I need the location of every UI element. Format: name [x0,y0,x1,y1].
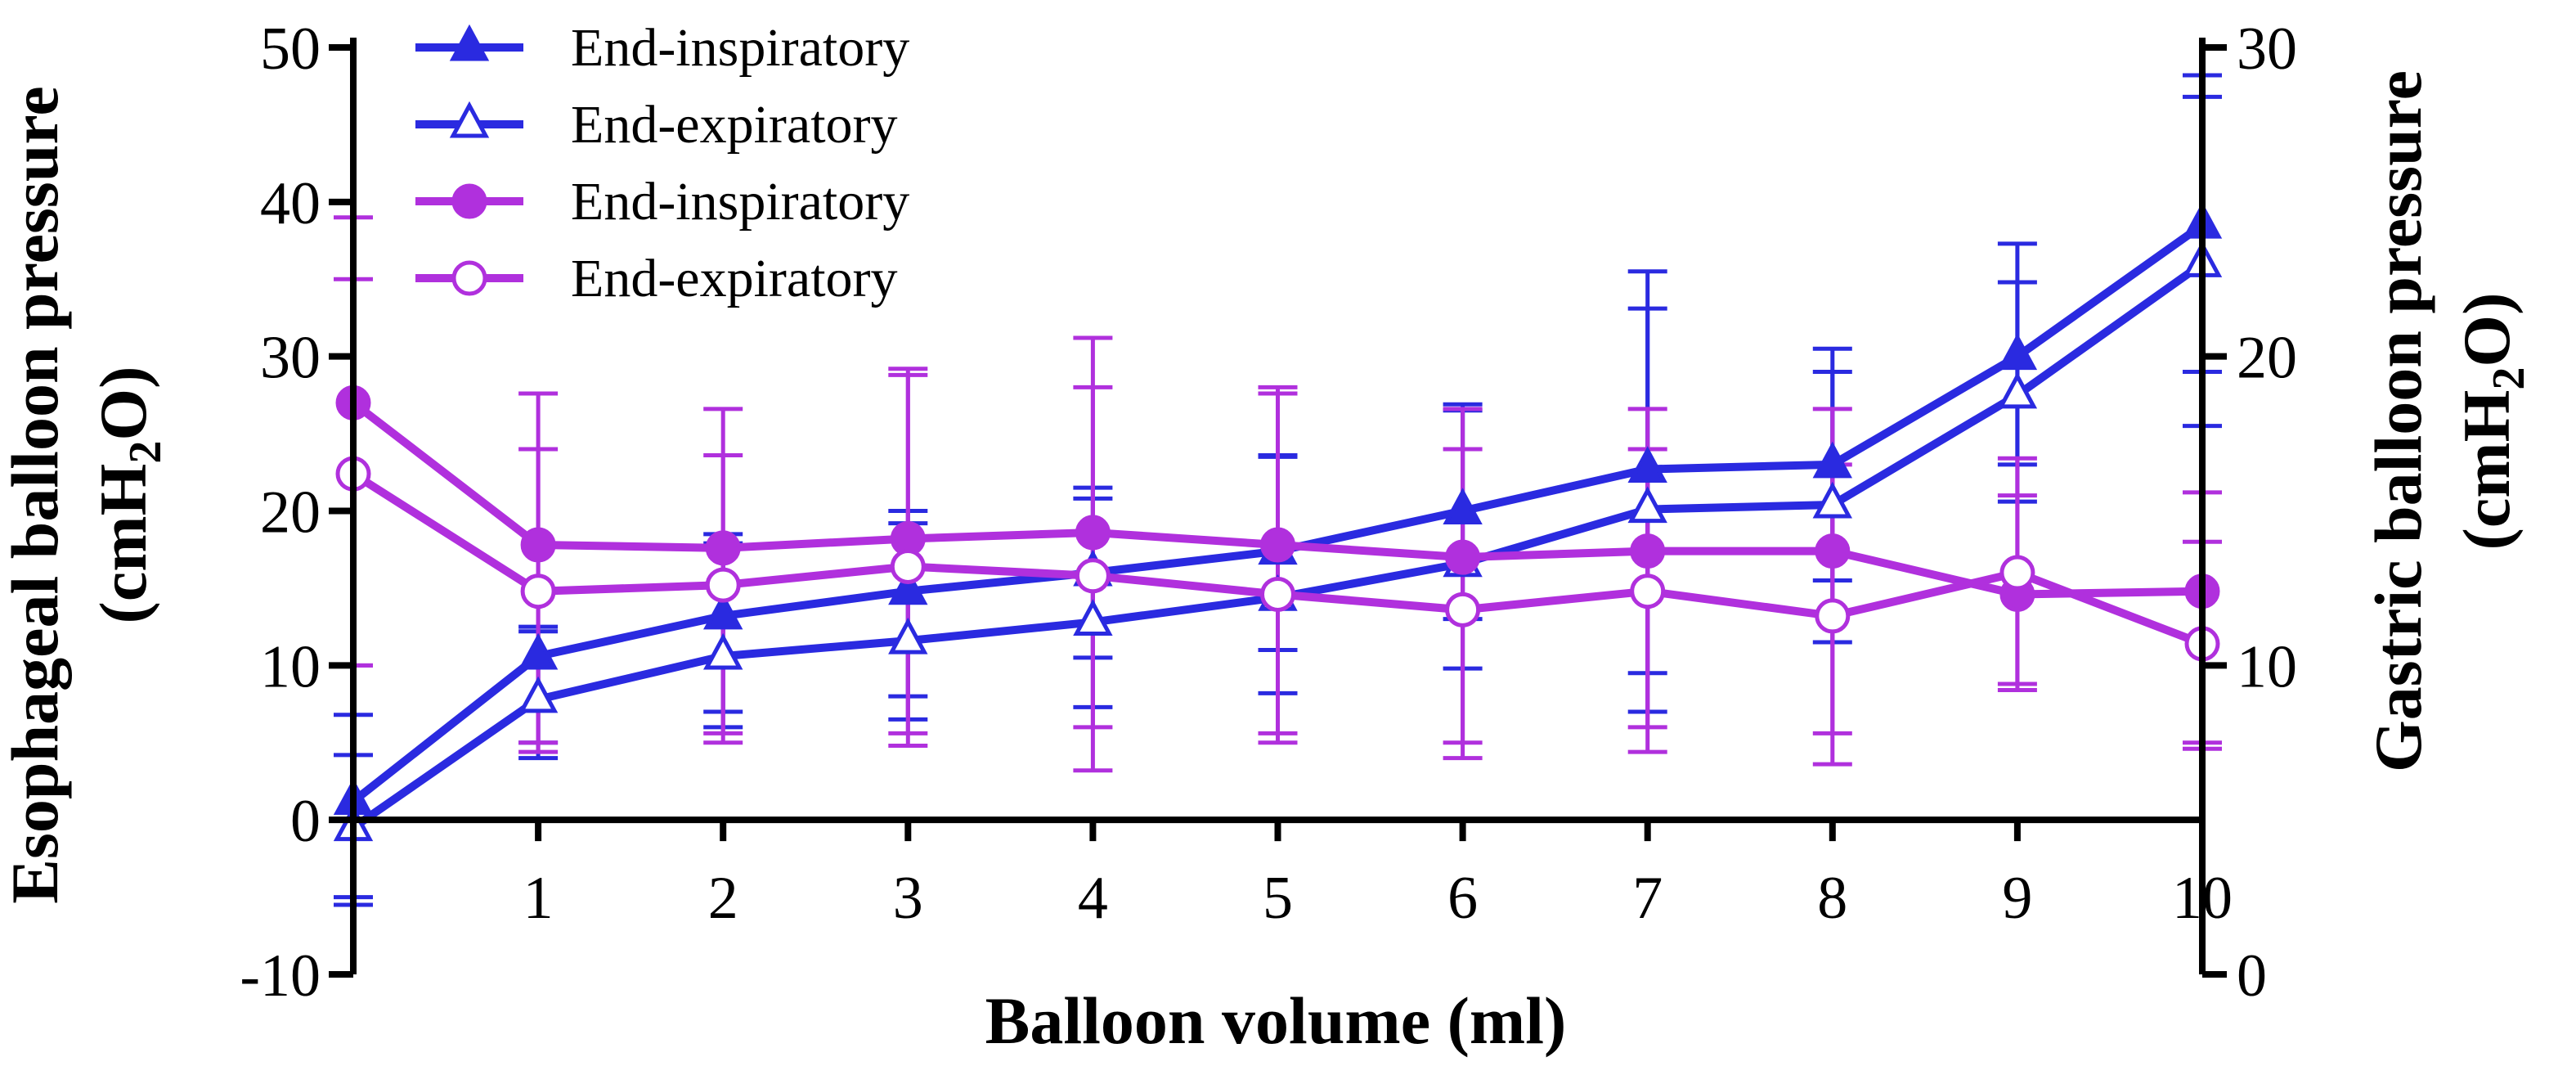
data-point-s0-p8 [1812,441,1852,479]
right-tick-label-3: 30 [2237,16,2297,83]
data-point-s3-p8 [1815,598,1851,634]
x-tick-label-9: 10 [2172,865,2233,932]
x-tick-label-1: 2 [708,865,738,932]
legend-marker-1 [449,101,490,138]
data-point-s0-p3 [888,568,928,605]
left-tick-label-0: -10 [240,942,321,1010]
x-tick-label-5: 6 [1447,865,1478,932]
data-point-s3-p6 [1445,591,1481,627]
data-point-s2-p6 [1445,539,1481,575]
data-point-s2-p5 [1260,527,1295,563]
data-point-s3-p2 [705,567,741,603]
data-point-s2-p1 [520,527,556,563]
markers-layer [333,201,2223,842]
right-axis-unit: (cmH2O) [2449,293,2534,551]
x-tick-label-2: 3 [893,865,923,932]
data-point-s0-p2 [703,592,743,630]
left-tick-label-3: 20 [260,479,321,546]
data-point-s1-p1 [518,676,559,713]
legend-marker-2 [451,183,487,219]
data-point-s2-p2 [705,530,741,566]
data-point-s1-p4 [1073,599,1113,636]
right-axis-unit-prefix: (cmH [2449,390,2524,551]
data-point-s0-p1 [518,632,559,670]
x-tick-label-8: 9 [2002,865,2032,932]
data-point-s1-p2 [703,632,743,670]
legend: End-inspiratory End-expiratory End-inspira… [415,18,909,308]
data-point-s1-p7 [1627,486,1667,524]
left-axis-unit-sub: 2 [120,441,171,464]
right-axis-title: Gastric balloon pressure [2361,70,2435,772]
data-point-s1-p9 [1997,371,2038,409]
data-point-s3-p3 [890,548,926,584]
legend-label-2: End-inspiratory [571,172,909,232]
data-point-s2-p8 [1815,533,1851,569]
legend-marker-3 [451,260,487,296]
data-point-s3-p9 [1999,555,2035,591]
data-point-s3-p1 [520,573,556,609]
x-tick-label-0: 1 [523,865,554,932]
right-tick-label-0: 0 [2237,942,2267,1010]
left-tick-label-1: 0 [290,788,321,855]
left-tick-label-6: 50 [260,16,321,83]
data-point-s3-p7 [1630,573,1666,609]
legend-label-0: End-inspiratory [571,18,909,78]
right-tick-label-1: 10 [2237,633,2297,700]
x-axis-title: Balloon volume (ml) [985,983,1567,1058]
left-tick-label-4: 30 [260,325,321,392]
data-point-s3-p4 [1075,558,1111,594]
x-tick-label-6: 7 [1632,865,1663,932]
right-axis-unit-suffix: O) [2449,293,2524,367]
x-tick-label-4: 5 [1263,865,1293,932]
data-point-s1-p3 [888,617,928,654]
legend-marker-0 [449,24,490,61]
right-tick-label-2: 20 [2237,325,2297,392]
data-point-s1-p8 [1812,481,1852,519]
left-tick-label-5: 40 [260,170,321,237]
data-point-s2-p7 [1630,533,1666,569]
x-tick-label-7: 8 [1817,865,1847,932]
right-axis-unit-sub: 2 [2484,367,2534,390]
left-axis-unit: (cmH2O) [86,367,171,624]
left-tick-label-2: 10 [260,633,321,700]
legend-label-1: End-expiratory [571,95,898,155]
data-point-s0-p9 [1997,333,2038,371]
left-axis-unit-prefix: (cmH [86,464,160,624]
data-point-s0-p6 [1443,488,1483,524]
left-axis-title: Esophageal balloon pressure [0,86,72,903]
legend-label-3: End-expiratory [571,249,898,308]
data-point-s0-p7 [1627,446,1667,484]
axes-layer [329,38,2227,978]
data-point-s2-p4 [1075,515,1111,551]
x-tick-label-3: 4 [1078,865,1108,932]
left-axis-unit-suffix: O) [86,367,160,441]
data-point-s3-p5 [1260,576,1295,612]
